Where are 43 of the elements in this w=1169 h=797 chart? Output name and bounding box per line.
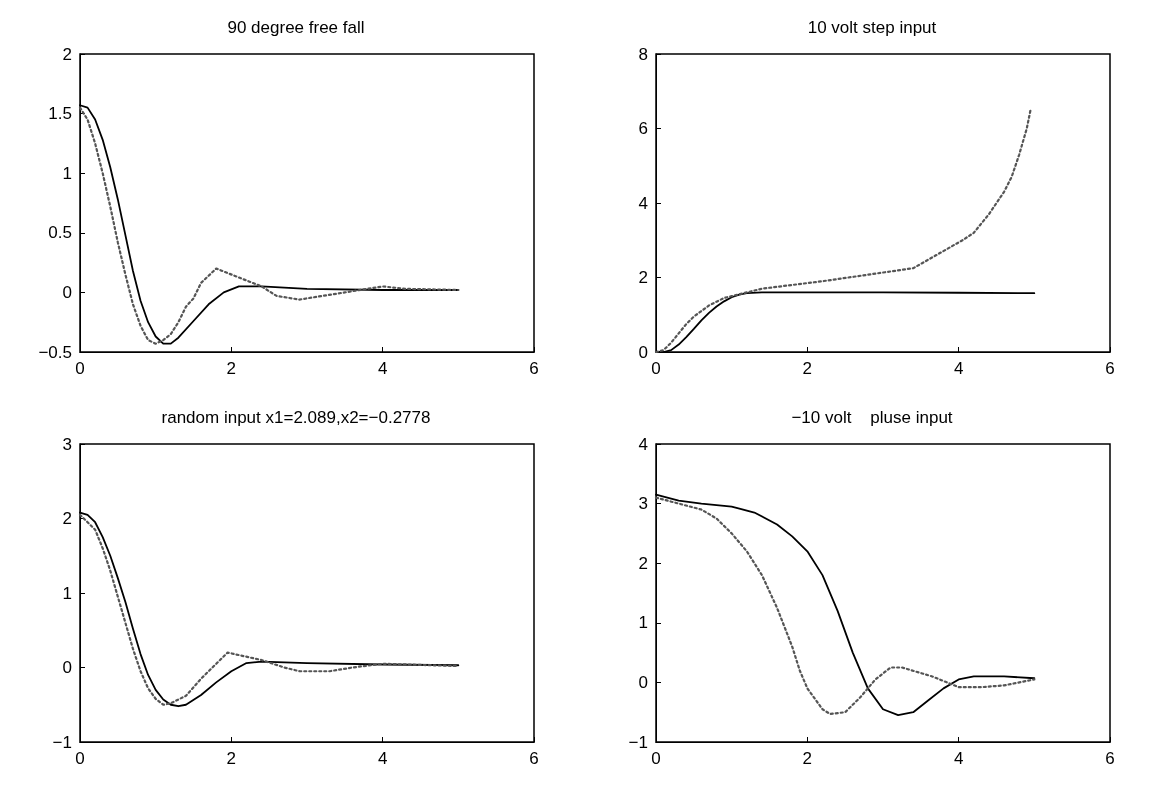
y-tick-label: −1: [52, 732, 72, 752]
chart-title: 90 degree free fall: [227, 18, 365, 37]
y-tick-label: 6: [638, 119, 648, 138]
x-tick-label: 6: [1105, 749, 1115, 768]
y-tick-label: 2: [62, 509, 72, 528]
y-tick-label: 4: [638, 434, 648, 454]
x-tick-label: 4: [953, 359, 964, 378]
x-tick-label: 4: [377, 359, 388, 378]
y-tick-label: 0: [62, 282, 72, 302]
y-tick-label: 3: [62, 434, 72, 454]
x-tick-label: 4: [377, 749, 388, 768]
y-tick-label: 0: [638, 342, 648, 362]
x-tick-label: 0: [75, 359, 85, 378]
x-tick-label: 2: [226, 359, 237, 378]
y-tick-label: 1: [638, 613, 648, 633]
y-tick-label: 0: [638, 672, 648, 692]
y-tick-label: 2: [638, 553, 648, 573]
x-tick-label: 6: [529, 749, 539, 768]
y-tick-label: 1.5: [48, 104, 72, 124]
x-tick-label: 6: [529, 359, 539, 378]
y-tick-label: 4: [638, 193, 648, 213]
y-tick-label: −1: [628, 732, 648, 752]
x-tick-label: 6: [1105, 359, 1115, 378]
x-tick-label: 2: [226, 749, 237, 768]
chart-title: −10 volt pluse input: [791, 408, 953, 427]
y-tick-label: 3: [638, 494, 648, 514]
y-tick-label: 0: [62, 658, 72, 677]
y-tick-label: −0.5: [38, 342, 72, 362]
x-tick-label: 0: [75, 749, 85, 768]
chart-title: 10 volt step input: [807, 18, 937, 37]
y-tick-label: 2: [638, 268, 648, 287]
x-tick-label: 0: [651, 359, 661, 378]
y-tick-label: 1: [62, 163, 72, 183]
y-tick-label: 2: [62, 44, 72, 64]
y-tick-label: 1: [62, 583, 72, 603]
line-series: [654, 108, 1032, 354]
x-tick-label: 2: [802, 359, 813, 378]
y-tick-label: 0.5: [48, 223, 72, 243]
y-tick-label: 8: [638, 44, 648, 64]
x-tick-label: 4: [953, 749, 964, 768]
x-tick-label: 0: [651, 749, 661, 768]
chart-title: random input x1=2.089,x2=−0.2778: [161, 408, 431, 427]
x-tick-label: 2: [802, 749, 813, 768]
